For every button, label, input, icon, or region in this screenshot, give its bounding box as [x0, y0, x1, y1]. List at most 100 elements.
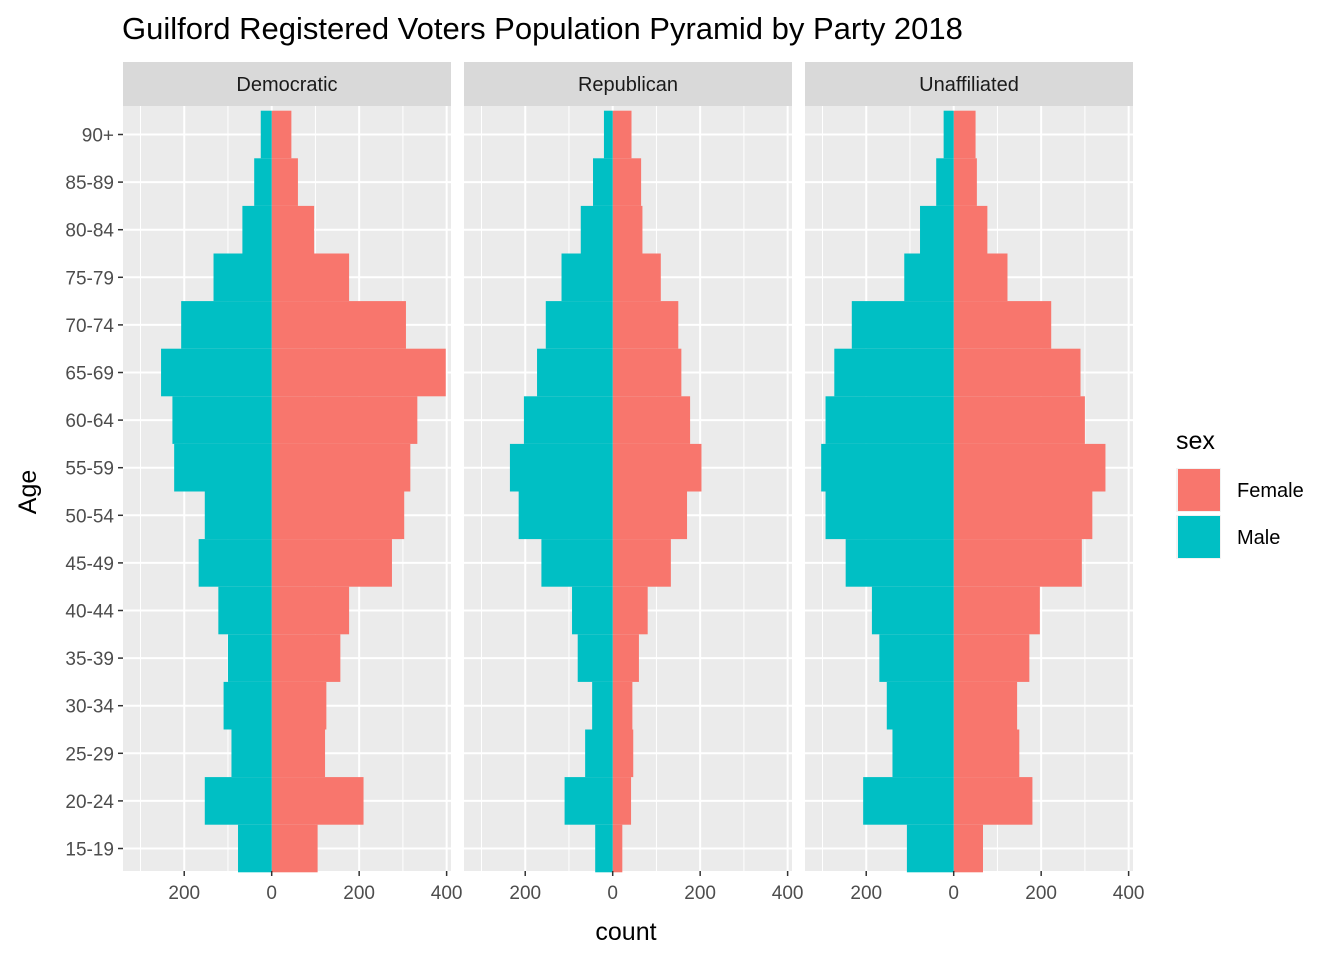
bar-female-65-69	[953, 348, 1081, 397]
bar-male-40-44	[218, 586, 272, 635]
legend-key-female	[1178, 469, 1220, 511]
bar-female-35-39	[953, 634, 1030, 682]
bar-male-35-39	[577, 634, 613, 682]
bar-female-40-44	[271, 586, 350, 635]
bar-female-70-74	[953, 301, 1052, 349]
y-tick-label: 20-24	[65, 792, 114, 813]
bar-male-60-64	[825, 396, 954, 444]
x-tick-label: 0	[266, 883, 277, 904]
bar-male-55-59	[821, 443, 954, 492]
y-tick-label: 40-44	[65, 602, 114, 623]
bar-female-60-64	[612, 396, 691, 444]
bar-female-45-49	[953, 539, 1082, 587]
panel-republican: Republican 200 0 200 400	[464, 62, 803, 904]
bar-female-15-19	[612, 824, 623, 873]
bar-male-55-59	[174, 443, 272, 492]
bar-male-90+	[260, 110, 272, 159]
y-tick-label: 85-89	[65, 173, 114, 194]
chart-title: Guilford Registered Voters Population Py…	[122, 11, 963, 46]
bar-male-75-79	[561, 253, 613, 302]
y-tick-label: 90+	[82, 126, 114, 147]
bar-female-15-19	[271, 824, 318, 873]
x-axis-title: count	[595, 918, 656, 946]
bar-female-15-19	[953, 824, 983, 873]
panel-unaffiliated: Unaffiliated 200 0 200 400	[805, 62, 1144, 904]
bar-female-45-49	[612, 539, 671, 587]
bar-male-60-64	[172, 396, 272, 444]
bar-male-80-84	[242, 205, 272, 254]
bar-female-25-29	[953, 729, 1020, 778]
bar-male-90+	[943, 110, 954, 159]
legend-label-female: Female	[1237, 480, 1304, 502]
y-tick-label: 25-29	[65, 744, 114, 765]
bar-male-15-19	[906, 824, 954, 873]
bar-male-55-59	[509, 443, 613, 492]
bar-female-85-89	[612, 158, 642, 206]
bar-female-25-29	[271, 729, 326, 778]
bar-female-20-24	[953, 777, 1033, 825]
x-tick-label: 400	[431, 883, 463, 904]
y-tick-label: 60-64	[65, 411, 114, 432]
bar-male-20-24	[204, 777, 272, 825]
bar-female-75-79	[953, 253, 1008, 302]
legend-label-male: Male	[1237, 527, 1280, 549]
bar-male-50-54	[825, 491, 954, 540]
bar-male-85-89	[254, 158, 272, 206]
x-tick-label: 400	[772, 883, 804, 904]
bar-male-60-64	[523, 396, 613, 444]
bar-female-75-79	[612, 253, 661, 302]
y-axis-title: Age	[14, 470, 42, 514]
bar-male-30-34	[886, 681, 954, 730]
y-tick-label: 35-39	[65, 649, 114, 670]
bar-female-45-49	[271, 539, 392, 587]
bar-male-45-49	[198, 539, 272, 587]
bar-male-50-54	[204, 491, 272, 540]
y-tick-label: 30-34	[65, 697, 114, 718]
bar-male-20-24	[564, 777, 613, 825]
bar-male-90+	[603, 110, 613, 159]
y-axis: 15-19 20-24 25-29 30-34 35-39 40-44 45-49 50-54…	[65, 126, 123, 861]
panel-democratic: Democratic 200 0 200 400	[123, 62, 462, 904]
x-tick-label: 200	[850, 883, 882, 904]
bar-female-55-59	[953, 443, 1106, 492]
bar-male-40-44	[871, 586, 954, 635]
bar-female-80-84	[953, 205, 988, 254]
bar-male-80-84	[580, 205, 613, 254]
y-tick-label: 75-79	[65, 268, 114, 289]
y-tick-label: 55-59	[65, 459, 114, 480]
facet-strip	[464, 62, 792, 106]
bar-male-40-44	[572, 586, 613, 635]
bar-female-40-44	[953, 586, 1040, 635]
facet-strip-label: Democratic	[236, 74, 337, 96]
bar-female-40-44	[612, 586, 648, 635]
bar-male-30-34	[223, 681, 272, 730]
facet-strip-label: Republican	[578, 74, 678, 96]
bar-female-50-54	[953, 491, 1093, 540]
bar-male-65-69	[161, 348, 272, 397]
y-tick-label: 65-69	[65, 364, 114, 385]
bar-male-85-89	[936, 158, 954, 206]
bar-female-50-54	[271, 491, 405, 540]
bar-female-55-59	[612, 443, 702, 492]
bar-female-90+	[271, 110, 292, 159]
legend: sex Female Male	[1176, 427, 1304, 559]
y-tick-label: 80-84	[65, 221, 114, 242]
bar-male-45-49	[541, 539, 613, 587]
bar-male-45-49	[845, 539, 954, 587]
bar-female-80-84	[612, 205, 643, 254]
bar-male-65-69	[834, 348, 954, 397]
bar-female-70-74	[271, 301, 406, 349]
legend-key-male	[1178, 516, 1220, 558]
bar-male-80-84	[920, 205, 954, 254]
bar-female-50-54	[612, 491, 688, 540]
bar-female-60-64	[271, 396, 418, 444]
bar-male-75-79	[904, 253, 954, 302]
bar-female-85-89	[953, 158, 977, 206]
bar-female-25-29	[612, 729, 634, 778]
bar-male-50-54	[518, 491, 613, 540]
bar-female-30-34	[953, 681, 1018, 730]
x-tick-label: 200	[168, 883, 200, 904]
bar-female-35-39	[271, 634, 341, 682]
bar-male-25-29	[231, 729, 272, 778]
